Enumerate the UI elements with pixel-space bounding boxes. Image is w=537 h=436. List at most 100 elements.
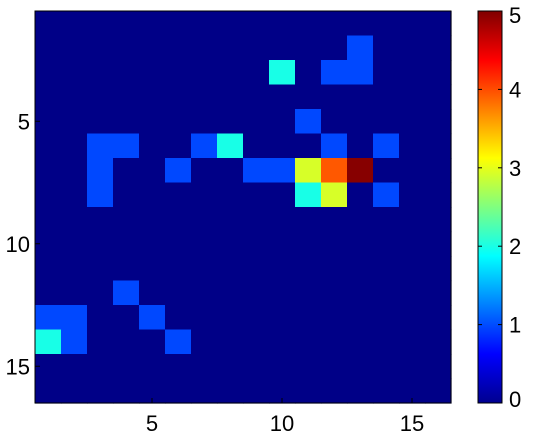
heatmap-cell xyxy=(61,354,88,380)
heatmap-cell xyxy=(217,378,244,404)
heatmap-cell xyxy=(113,378,140,404)
heatmap-cell xyxy=(35,280,62,306)
heatmap-cell xyxy=(243,305,270,331)
heatmap-cell xyxy=(243,280,270,306)
heatmap-cell xyxy=(321,133,348,159)
heatmap-cell xyxy=(191,231,218,257)
heatmap-cell xyxy=(399,158,426,184)
heatmap-cell xyxy=(243,133,270,159)
heatmap-cell xyxy=(61,256,88,282)
heatmap-cell xyxy=(269,60,296,86)
heatmap-cell xyxy=(373,84,400,110)
heatmap-cell xyxy=(87,182,114,208)
heatmap-cell xyxy=(191,109,218,135)
heatmap-cell xyxy=(243,158,270,184)
heatmap-cell xyxy=(191,256,218,282)
heatmap-cell xyxy=(399,182,426,208)
heatmap-cell xyxy=(165,158,192,184)
heatmap-cell xyxy=(165,378,192,404)
heatmap-cell xyxy=(347,280,374,306)
x-tick-label: 10 xyxy=(270,411,294,436)
heatmap-cell xyxy=(87,11,114,37)
heatmap-cell xyxy=(165,133,192,159)
heatmap-cell xyxy=(269,256,296,282)
heatmap-cell xyxy=(191,11,218,37)
heatmap-cell xyxy=(321,354,348,380)
heatmap-cell xyxy=(373,231,400,257)
heatmap-cell xyxy=(295,231,322,257)
heatmap-cell xyxy=(321,280,348,306)
heatmap-cell xyxy=(113,158,140,184)
heatmap-cell xyxy=(373,133,400,159)
heatmap-cell xyxy=(347,84,374,110)
heatmap-cell xyxy=(165,84,192,110)
y-tick-label: 10 xyxy=(6,232,30,257)
colorbar-tick-label: 3 xyxy=(509,156,521,181)
heatmap-cell xyxy=(217,109,244,135)
heatmap-cell xyxy=(373,109,400,135)
plot-frame xyxy=(34,10,452,404)
heatmap-cell xyxy=(295,84,322,110)
heatmap-cell xyxy=(217,11,244,37)
heatmap-cell xyxy=(269,207,296,233)
heatmap-cell xyxy=(243,329,270,355)
y-axis: 5 10 15 xyxy=(6,109,40,379)
heatmap-cell xyxy=(191,182,218,208)
heatmap-cell xyxy=(321,11,348,37)
heatmap-cell xyxy=(35,207,62,233)
heatmap-cell xyxy=(113,133,140,159)
heatmap-cell xyxy=(113,11,140,37)
heatmap-cell xyxy=(217,182,244,208)
heatmap-cell xyxy=(35,158,62,184)
heatmap-cell xyxy=(113,231,140,257)
heatmap-cell xyxy=(113,207,140,233)
heatmap-cell xyxy=(321,60,348,86)
heatmap-cell xyxy=(243,207,270,233)
heatmap-cell xyxy=(425,354,452,380)
colorbar-gradient xyxy=(477,10,503,404)
heatmap-cell xyxy=(373,354,400,380)
heatmap-cell xyxy=(217,35,244,61)
heatmap-cell xyxy=(113,84,140,110)
colorbar-ticks: 0 1 2 3 4 5 xyxy=(478,3,521,412)
heatmap-cell xyxy=(295,133,322,159)
heatmap-cell xyxy=(269,11,296,37)
heatmap-cell xyxy=(165,35,192,61)
heatmap-cell xyxy=(35,256,62,282)
heatmap-cell xyxy=(269,158,296,184)
heatmap-cell xyxy=(217,133,244,159)
heatmap-cell xyxy=(139,207,166,233)
heatmap-cell xyxy=(295,158,322,184)
heatmap-cell xyxy=(87,280,114,306)
heatmap-cell xyxy=(269,133,296,159)
heatmap-cell xyxy=(165,60,192,86)
heatmap-cell xyxy=(269,329,296,355)
heatmap-cell xyxy=(425,207,452,233)
heatmap-cell xyxy=(399,60,426,86)
heatmap-cell xyxy=(347,35,374,61)
heatmap-cell xyxy=(373,378,400,404)
heatmap-cell xyxy=(191,378,218,404)
heatmap-cell xyxy=(35,35,62,61)
heatmap-cell xyxy=(113,280,140,306)
heatmap-cell xyxy=(139,84,166,110)
heatmap-cell xyxy=(217,354,244,380)
heatmap-cell xyxy=(61,60,88,86)
heatmap-cell xyxy=(243,60,270,86)
heatmap-cell xyxy=(321,329,348,355)
heatmap-cell xyxy=(373,256,400,282)
heatmap-cell xyxy=(425,158,452,184)
heatmap-cell xyxy=(87,133,114,159)
heatmap-cell xyxy=(35,133,62,159)
heatmap-cell xyxy=(217,231,244,257)
heatmap-cell xyxy=(35,305,62,331)
x-tick-label: 15 xyxy=(400,411,424,436)
heatmap-cell xyxy=(269,354,296,380)
heatmap-cell xyxy=(113,256,140,282)
heatmap-cell xyxy=(399,35,426,61)
heatmap-cell xyxy=(425,305,452,331)
heatmap-cell xyxy=(165,354,192,380)
heatmap-cell xyxy=(295,60,322,86)
heatmap-cell xyxy=(61,207,88,233)
heatmap-cell xyxy=(87,158,114,184)
